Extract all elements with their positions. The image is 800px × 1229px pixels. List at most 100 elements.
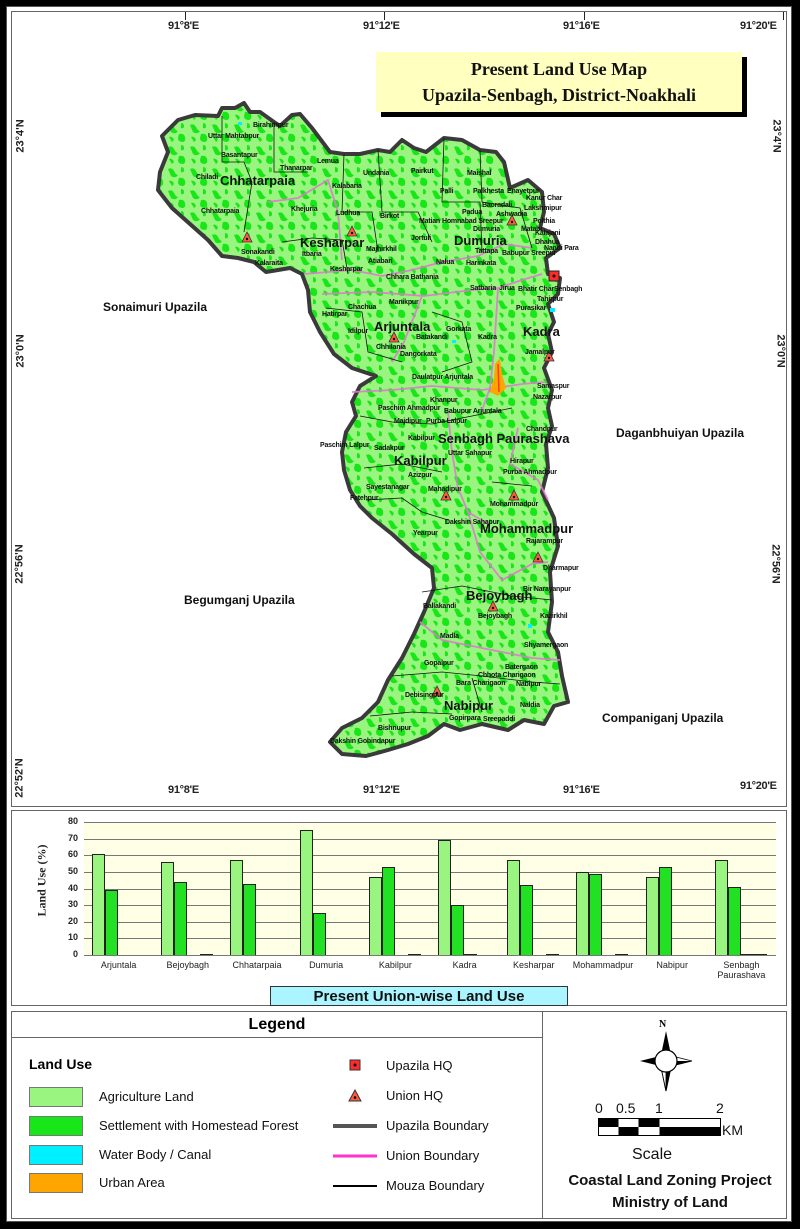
mouza-label: Lakshmipur: [524, 205, 562, 212]
north-label: N: [659, 1019, 667, 1030]
mouza-label: Paschim Ahmadpur: [378, 405, 441, 412]
chart-x-category-label: Nabipur: [656, 960, 688, 970]
scale-tick-0: 0: [595, 1100, 603, 1116]
chart-bar: [645, 876, 659, 955]
chart-y-tick-label: 50: [67, 865, 78, 876]
union-label: Arjuntala: [374, 319, 431, 334]
mouza-label: Debisingpur: [405, 692, 444, 699]
coord-tick: [185, 12, 186, 20]
scale-unit: KM: [722, 1122, 743, 1138]
mouza-label: Nazarpur: [533, 394, 562, 401]
chart-bar: [407, 953, 421, 955]
neighbor-label-sonaimuri: Sonaimuri Upazila: [103, 300, 208, 314]
mouza-label: Yearpur: [413, 530, 438, 537]
chart-y-tick-label: 10: [67, 932, 78, 943]
chart-bar: [714, 860, 728, 955]
mouza-label: Uttar Sahapur: [448, 450, 492, 457]
mouza-label: Birahimpur: [253, 122, 289, 129]
mouza-label: Manikpur: [389, 299, 419, 306]
mouza-label: Kanur Char: [526, 195, 563, 202]
mouza-label: Nabipur: [516, 681, 542, 688]
mouza-label: Palkhesta: [473, 188, 504, 195]
mouza-label: Birkot: [380, 213, 400, 220]
coord-tick: [384, 12, 385, 20]
mouza-label: Homnabad Sreepur: [442, 218, 504, 225]
mouza-label: Khejuria: [291, 206, 318, 213]
mouza-label: Kabilpur: [408, 435, 435, 442]
union-hq-icon: [348, 1089, 362, 1102]
mouza-label: Sreepaddi: [483, 716, 516, 723]
mouza-label: Matabi: [521, 226, 542, 233]
chart-bar: [576, 871, 590, 955]
chart-y-tick-label: 70: [67, 832, 78, 843]
swatch-settlement: [29, 1116, 83, 1136]
mouza-label: Dakshin Gobindapur: [330, 738, 396, 745]
mouza-label: Paschim Lalpur: [320, 442, 370, 449]
mouza-label: Chhatarpaia: [201, 208, 240, 215]
mouza-label: Bir Narayanpur: [523, 586, 571, 593]
chart-x-category-label: Senbagh Paurashava: [717, 960, 766, 980]
mouza-label: Maishal: [467, 170, 492, 177]
chart-bar: [381, 866, 395, 955]
legend-heading: Legend: [12, 1012, 542, 1038]
mouza-label: Shyamergaon: [524, 642, 569, 649]
mouza-label: Madla: [440, 633, 459, 640]
swatch-urban: [29, 1173, 83, 1193]
chart-bar: [161, 861, 175, 955]
mouza-label: Rajarampur: [526, 538, 563, 545]
mouza-label: Dumuria: [473, 226, 500, 233]
mouza-label: Jirua: [499, 285, 515, 292]
mouza-label: Thanarpar: [280, 165, 313, 172]
chart-gridline: [84, 838, 776, 840]
mouza-label: Babupur Arjuntala: [444, 408, 502, 415]
mouza-label: Gopirpara: [449, 715, 481, 722]
mouza-label: Chhara Bathania: [386, 274, 439, 281]
legend-label-mouza-boundary: Mouza Boundary: [386, 1178, 485, 1193]
chart-gridline: [84, 938, 776, 940]
chart-bar: [451, 905, 464, 955]
map-title: Present Land Use Map: [470, 59, 648, 79]
legend-label-water: Water Body / Canal: [99, 1147, 212, 1162]
chart-y-tick-label: 30: [67, 899, 78, 910]
chart-gridline: [84, 871, 776, 873]
mouza-label: Kalajani: [535, 230, 561, 237]
coord-top-label: 91°8'E: [168, 20, 199, 32]
chart-bar: [546, 953, 560, 955]
mouza-label: Jortuli: [411, 235, 431, 242]
chart-bar: [105, 890, 118, 955]
union-label: Bejoybagh: [466, 588, 533, 603]
chart-bar: [740, 953, 754, 955]
mouza-label: Palli: [440, 188, 454, 195]
mouza-label: Kesharpar: [330, 266, 363, 273]
chart-gridline: [84, 905, 776, 907]
chart-y-tick-label: 40: [67, 882, 78, 893]
scale-tick-1: 1: [655, 1100, 663, 1116]
chart-bar: [312, 913, 326, 955]
legend-label-upazila-boundary: Upazila Boundary: [386, 1118, 489, 1133]
mouza-label: Idilpur: [348, 328, 368, 335]
mouza-label: Nandi Para: [544, 245, 579, 252]
mouza-label: Purba Ahmadpur: [503, 469, 557, 476]
mouza-label: Bejoybagh: [478, 613, 512, 620]
coord-top-label: 91°16'E: [563, 20, 600, 32]
chart-bar: [464, 953, 477, 955]
coord-bottom-label: 91°16'E: [563, 784, 600, 796]
chart-bar: [658, 866, 672, 955]
mouza-label: Sayestanagar: [366, 484, 410, 491]
legend-label-upazila-hq: Upazila HQ: [386, 1058, 453, 1073]
scale-caption: Scale: [632, 1146, 673, 1163]
mouza-label: Kalaraita: [255, 260, 283, 267]
mouza-label: Azizpur: [408, 472, 432, 479]
mouza-label: Gopalpur: [424, 660, 454, 667]
mouza-label: Chhilania: [376, 344, 406, 351]
mouza-label: Padua: [462, 209, 483, 216]
mouza-label: Bhatir Char: [518, 286, 554, 293]
credit-ministry: Ministry of Land: [612, 1194, 728, 1211]
mouza-label: Polthia: [533, 218, 555, 225]
mouza-label: Matian: [419, 218, 440, 225]
legend-label-settlement: Settlement with Homestead Forest: [99, 1118, 299, 1133]
chart-bar: [368, 876, 382, 955]
chart-plot-area: [84, 822, 776, 956]
chart-bar: [200, 953, 214, 955]
chart-gridline: [84, 855, 776, 857]
